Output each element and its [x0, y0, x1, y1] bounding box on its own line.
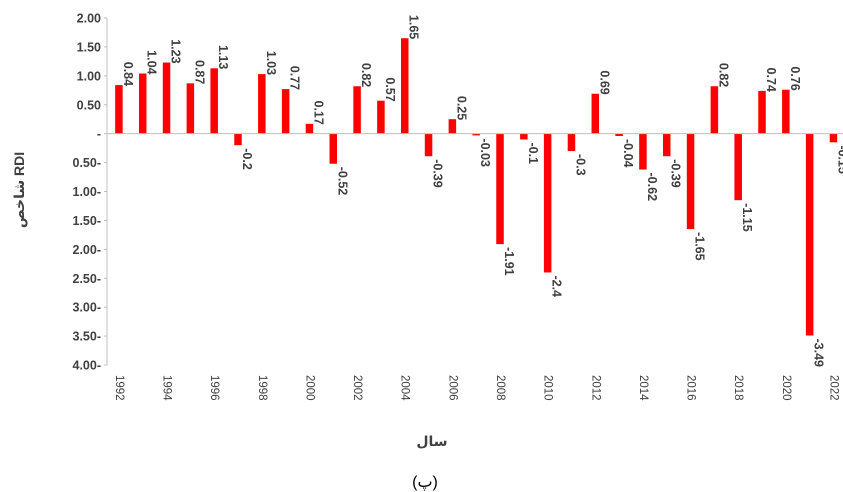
bar-2004 — [400, 38, 409, 134]
data-label-2013: -0.04 — [621, 139, 635, 168]
bar-1992 — [115, 85, 123, 134]
figure-caption: (پ) — [412, 474, 438, 492]
data-label-1994: 1.23 — [169, 39, 183, 63]
bar-2015 — [662, 133, 671, 157]
x-tick-label: 2008 — [494, 375, 506, 401]
x-tick-label: 1996 — [208, 375, 220, 401]
data-label-2002: 0.82 — [359, 63, 373, 87]
y-tick-label: 3.50- — [73, 330, 102, 344]
data-label-2007: -0.03 — [478, 138, 492, 167]
data-label-2000: 0.17 — [311, 100, 325, 124]
bar-2016 — [686, 133, 695, 230]
y-tick-label: 1.50- — [73, 214, 102, 228]
bar-2013 — [615, 133, 623, 136]
bar-1998 — [258, 74, 266, 134]
y-tick-label: 0.50 — [77, 98, 101, 112]
y-tick-label: 1.50 — [77, 40, 101, 54]
bar-2009 — [520, 133, 528, 140]
x-tick-label: 2020 — [780, 375, 792, 401]
bar-1996 — [210, 68, 218, 134]
data-label-2017: 0.82 — [716, 63, 730, 87]
data-label-2003: 0.57 — [383, 77, 397, 101]
x-axis-title: سال — [416, 433, 447, 449]
x-tick-label: 2006 — [446, 375, 458, 401]
data-label-2019: 0.74 — [764, 68, 778, 92]
data-label-2016: -1.65 — [693, 232, 707, 261]
x-tick-label: 2002 — [351, 375, 363, 401]
data-label-2005: -0.39 — [431, 159, 445, 188]
y-tick-label: 2.00- — [73, 243, 102, 257]
x-tick-label: 2016 — [685, 375, 697, 401]
x-tick-label: 2014 — [637, 375, 649, 401]
bar-2018 — [734, 133, 742, 201]
x-tick-label: 1998 — [256, 375, 268, 401]
y-tick-label: - — [97, 127, 101, 141]
x-tick-label: 2000 — [303, 375, 315, 401]
x-tick-label: 2018 — [732, 375, 744, 401]
data-label-2021: -3.49 — [812, 339, 826, 368]
data-label-2006: 0.25 — [454, 96, 468, 120]
data-label-2018: -1.15 — [740, 203, 754, 232]
data-label-1997: -0.2 — [240, 148, 254, 170]
data-label-1998: 1.03 — [264, 51, 278, 75]
x-tick-label: 1992 — [113, 375, 125, 401]
bar-2021 — [805, 133, 814, 336]
data-label-1996: 1.13 — [216, 45, 230, 69]
x-tick-label: 2012 — [589, 375, 601, 401]
bar-1995 — [186, 83, 195, 134]
data-label-2014: -0.62 — [645, 173, 659, 202]
bar-2012 — [591, 93, 600, 134]
data-label-1995: 0.87 — [192, 60, 206, 84]
x-tick-label: 2022 — [827, 375, 839, 401]
bar-2008 — [496, 133, 504, 245]
data-label-2010: -2.4 — [550, 275, 564, 297]
y-tick-label: 0.50- — [73, 156, 102, 170]
data-label-2012: 0.69 — [597, 70, 611, 94]
bar-1999 — [281, 89, 290, 134]
data-label-1992: 0.84 — [121, 62, 135, 86]
data-label-1999: 0.77 — [288, 66, 302, 90]
bar-2019 — [758, 90, 766, 134]
y-tick-label: 2.50- — [73, 272, 102, 286]
data-label-2001: -0.52 — [335, 167, 349, 196]
x-tick-labels: 1992 1994 1996 1998 2000 2002 2004 2006 2008 2010… — [113, 375, 840, 401]
bar-2020 — [782, 89, 790, 134]
bar-2011 — [567, 133, 576, 152]
data-label-2022: -0.15 — [835, 145, 843, 174]
y-tick-label: 1.00- — [73, 185, 102, 199]
x-tick-label: 1994 — [161, 375, 173, 401]
bar-2002 — [353, 86, 361, 134]
bar-1993 — [138, 73, 147, 134]
y-tick-label: 3.00- — [73, 301, 102, 315]
bar-2017 — [710, 86, 719, 134]
bar-2022 — [829, 133, 838, 143]
x-tick-label: 2010 — [542, 375, 554, 401]
bar-2014 — [639, 133, 647, 170]
bar-2000 — [305, 123, 314, 134]
bar-1994 — [162, 62, 171, 134]
y-tick-label: 2.00 — [77, 12, 101, 26]
y-tick-label: 1.00 — [77, 69, 101, 83]
bar-1997 — [234, 133, 242, 146]
data-label-2008: -1.91 — [502, 247, 516, 276]
bars — [115, 38, 838, 336]
bar-2007 — [472, 133, 480, 136]
bar-2005 — [424, 133, 433, 157]
y-axis-title: شاخص RDI — [11, 152, 28, 228]
bar-2010 — [543, 133, 552, 273]
bar-2001 — [329, 133, 338, 164]
data-label-2009: -0.1 — [526, 142, 540, 164]
data-label-2020: 0.76 — [788, 66, 802, 90]
y-tick-label: 4.00- — [73, 359, 102, 373]
x-tick-label: 2004 — [399, 375, 411, 401]
data-label-1993: 1.04 — [145, 50, 159, 74]
bar-2006 — [448, 119, 457, 134]
data-label-2011: -0.3 — [573, 154, 587, 176]
y-tick-labels: 2.001.501.000.50-0.50-1.00-1.50-2.00-2.5… — [73, 12, 107, 373]
bar-2003 — [377, 100, 385, 134]
data-label-2015: -0.39 — [669, 159, 683, 188]
data-label-2004: 1.65 — [407, 15, 421, 39]
data-labels: 0.84 1.04 1.23 0.87 1.13 -0.2 1.03 0.77 0.17 -0.5… — [121, 15, 843, 367]
